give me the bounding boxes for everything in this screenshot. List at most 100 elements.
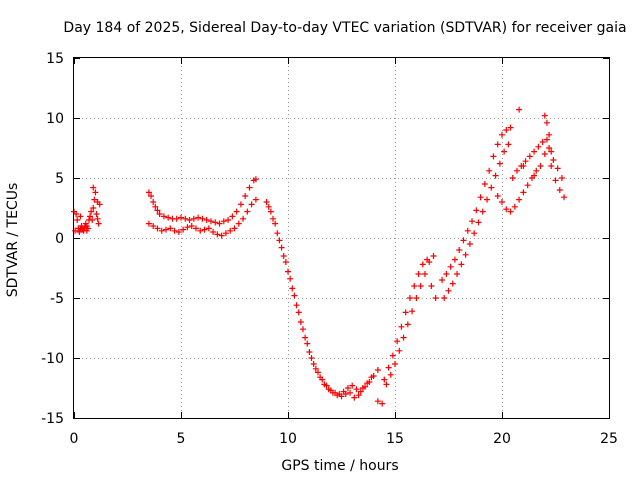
data-point xyxy=(543,136,550,143)
data-point xyxy=(417,283,424,289)
data-point xyxy=(160,213,167,220)
data-point xyxy=(430,253,437,259)
data-point xyxy=(355,392,362,399)
data-point xyxy=(351,394,358,401)
data-point xyxy=(237,201,244,208)
data-point xyxy=(225,217,232,223)
data-point xyxy=(387,371,394,378)
data-point xyxy=(383,381,390,388)
data-point xyxy=(293,302,300,309)
data-point xyxy=(511,203,518,210)
data-point xyxy=(516,106,523,113)
axis-ticks: 0 5 10 15 20 25 -15 -10 -5 0 5 10 15 xyxy=(41,51,618,447)
x-tick-label: 0 xyxy=(70,431,79,447)
data-point xyxy=(342,391,349,397)
data-point xyxy=(385,364,392,371)
data-point xyxy=(554,165,561,172)
data-point xyxy=(531,148,538,155)
data-point xyxy=(299,326,306,333)
data-point xyxy=(561,194,568,201)
data-point xyxy=(152,203,159,210)
data-point xyxy=(89,217,96,223)
data-point xyxy=(74,217,81,223)
data-point xyxy=(92,189,99,196)
data-point xyxy=(357,388,364,395)
data-point xyxy=(473,207,480,214)
data-point xyxy=(531,172,538,179)
y-tick-label: -15 xyxy=(41,411,64,427)
data-point xyxy=(216,220,223,227)
data-point xyxy=(537,163,544,169)
data-point xyxy=(411,283,418,289)
data-point xyxy=(550,157,557,163)
data-point xyxy=(306,349,313,355)
x-tick-label: 5 xyxy=(177,431,186,447)
data-point xyxy=(492,172,499,179)
data-point xyxy=(214,231,221,238)
data-point xyxy=(295,309,302,316)
data-point xyxy=(546,131,553,138)
y-tick-label: 10 xyxy=(46,111,64,127)
data-point xyxy=(287,275,294,282)
data-point xyxy=(516,196,523,203)
data-point xyxy=(252,176,259,183)
data-point xyxy=(503,206,510,213)
data-point xyxy=(379,400,386,407)
data-point xyxy=(347,389,354,396)
data-point xyxy=(398,323,405,330)
data-point xyxy=(205,225,212,232)
data-point xyxy=(526,153,533,160)
data-point xyxy=(451,256,458,263)
data-point xyxy=(475,219,482,226)
data-point xyxy=(314,369,321,376)
data-point xyxy=(180,226,187,233)
data-point xyxy=(94,215,101,222)
data-point xyxy=(353,386,360,393)
data-point xyxy=(229,213,236,220)
data-point xyxy=(285,268,291,275)
data-point xyxy=(297,319,304,325)
data-point xyxy=(199,215,206,222)
data-point xyxy=(520,189,527,196)
data-point xyxy=(507,124,514,131)
data-point xyxy=(334,392,341,399)
data-point xyxy=(145,189,152,196)
data-point xyxy=(509,175,516,181)
data-point xyxy=(156,211,163,217)
data-point xyxy=(494,193,501,199)
data-point xyxy=(90,205,97,211)
data-point xyxy=(90,184,97,191)
data-point xyxy=(190,215,197,222)
data-point xyxy=(439,277,446,283)
data-point xyxy=(392,361,398,367)
data-point xyxy=(503,127,510,133)
data-point xyxy=(522,158,529,165)
data-point xyxy=(462,251,469,258)
data-point xyxy=(484,196,491,203)
data-point xyxy=(428,283,435,289)
data-point xyxy=(421,271,428,277)
data-point xyxy=(447,263,454,270)
data-point xyxy=(276,237,283,244)
chart-title: Day 184 of 2025, Sidereal Day-to-day VTE… xyxy=(63,20,626,36)
data-point xyxy=(520,163,527,169)
data-point xyxy=(83,227,90,234)
data-point xyxy=(426,259,433,265)
data-point xyxy=(188,223,195,229)
y-tick-label: -10 xyxy=(41,351,64,367)
data-point xyxy=(222,230,229,237)
y-tick-label: 15 xyxy=(46,51,64,67)
data-point xyxy=(248,201,255,208)
x-tick-label: 20 xyxy=(493,431,511,447)
data-point xyxy=(541,112,548,119)
data-point xyxy=(539,139,546,145)
data-point xyxy=(374,367,381,373)
data-point xyxy=(432,295,439,301)
data-point xyxy=(496,160,503,167)
data-point xyxy=(94,199,101,205)
data-point xyxy=(488,184,495,191)
data-point xyxy=(233,208,240,215)
data-point xyxy=(490,153,497,160)
data-point xyxy=(556,187,563,193)
data-point xyxy=(402,309,409,316)
